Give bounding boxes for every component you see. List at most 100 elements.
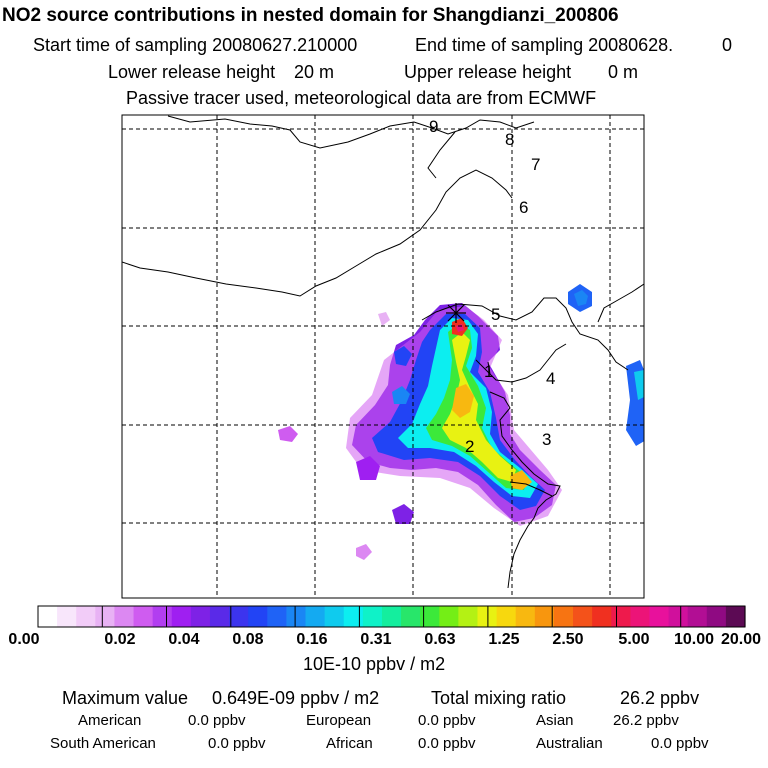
- colorbar-cell: [248, 606, 268, 627]
- colorbar-label: 0.16: [296, 631, 328, 648]
- colorbar-cell: [630, 606, 651, 627]
- region-value-african: 0.0 ppbv: [418, 735, 476, 752]
- map-frame: [121, 114, 645, 599]
- colorbar-label: 0.63: [424, 631, 456, 648]
- region-number-2: 2: [465, 437, 474, 456]
- lower-height-value: 20 m: [294, 62, 335, 82]
- colorbar-cell: [515, 606, 536, 627]
- region-name-american: American: [78, 712, 142, 729]
- total-mixing-value: 26.2 ppbv: [620, 688, 700, 708]
- region-number-9: 9: [429, 117, 438, 136]
- region-name-south-american: South American: [50, 735, 156, 752]
- colorbar-cell: [152, 606, 173, 627]
- colorbar-cell: [592, 606, 612, 627]
- start-time-label: Start time of sampling 20080627.210000: [33, 35, 358, 55]
- region-number-5: 5: [491, 305, 500, 324]
- region-value-american: 0.0 ppbv: [188, 712, 246, 729]
- colorbar-label: 0.00: [8, 631, 40, 648]
- max-value-label: Maximum value: [62, 688, 189, 708]
- region-value-australian: 0.0 ppbv: [651, 735, 709, 752]
- colorbar-cell: [229, 606, 249, 627]
- colorbar-cell: [458, 606, 479, 627]
- coast-korea: [597, 283, 644, 323]
- region-number-4: 4: [546, 369, 555, 388]
- colorbar: [38, 606, 746, 627]
- colorbar-cell: [171, 606, 192, 627]
- colorbar-label: 0.04: [168, 631, 200, 648]
- colorbar-label: 0.31: [360, 631, 392, 648]
- region-name-australian: Australian: [536, 735, 603, 752]
- colorbar-cell: [95, 606, 116, 627]
- region-value-asian: 26.2 ppbv: [613, 712, 679, 729]
- border-north: [167, 115, 535, 149]
- upper-height-value: 0 m: [608, 62, 639, 82]
- coast-bohai-south: [475, 343, 567, 383]
- colorbar-label: 2.50: [552, 631, 584, 648]
- colorbar-cell: [133, 606, 154, 627]
- patch-sw-2: [356, 456, 380, 480]
- colorbar-cell: [496, 606, 517, 627]
- tracer-note: Passive tracer used, meteorological data…: [126, 88, 597, 108]
- region-name-asian: Asian: [536, 712, 574, 729]
- colorbar-cell: [553, 606, 574, 627]
- patch-north-faint: [378, 312, 390, 326]
- colorbar-cell: [477, 606, 498, 627]
- colorbar-cell: [420, 606, 440, 627]
- colorbar-cell: [38, 606, 58, 627]
- map-grid: [122, 115, 644, 598]
- river-yellow: [509, 481, 553, 497]
- total-mixing-label: Total mixing ratio: [431, 688, 567, 708]
- patch-ne-inner: [574, 290, 588, 306]
- colorbar-label: 20.00: [720, 631, 762, 648]
- plume-orange-south: [510, 470, 532, 490]
- colorbar-label: 0.08: [232, 631, 264, 648]
- asterisk-icon: [446, 303, 466, 323]
- patch-mid-faint: [278, 426, 298, 442]
- colorbar-cell: [401, 606, 421, 627]
- region-number-7: 7: [531, 155, 540, 174]
- patch-west-2: [392, 386, 410, 404]
- lower-height-label: Lower release height: [108, 62, 276, 82]
- page-title: NO2 source contributions in nested domai…: [2, 5, 619, 26]
- region-value-south-american: 0.0 ppbv: [208, 735, 266, 752]
- coast-bohai-north: [122, 169, 513, 297]
- patch-west-1: [394, 346, 412, 366]
- colorbar-cell: [286, 606, 307, 627]
- upper-height-label: Upper release height: [404, 62, 572, 82]
- colorbar-cell: [114, 606, 135, 627]
- colorbar-cell: [573, 606, 593, 627]
- colorbar-cell: [324, 606, 345, 627]
- max-value: 0.649E-09 ppbv / m2: [212, 688, 380, 708]
- colorbar-frame: [37, 605, 746, 628]
- coast-small-island: [487, 361, 491, 375]
- colorbar-label: 10.00: [673, 631, 715, 648]
- coastlines: [122, 115, 644, 589]
- colorbar-cell: [209, 606, 230, 627]
- colorbar-cell: [57, 606, 77, 627]
- colorbar-cell: [725, 606, 746, 627]
- colorbar-cell: [668, 606, 689, 627]
- coast-shandong: [489, 391, 561, 589]
- colorbar-cell: [76, 606, 96, 627]
- end-time-label: End time of sampling 20080628.: [415, 35, 674, 55]
- patch-east-inner: [634, 370, 644, 400]
- region-value-european: 0.0 ppbv: [418, 712, 476, 729]
- colorbar-cell: [687, 606, 708, 627]
- end-time-suffix: 0: [722, 35, 733, 55]
- plume-yellow: [442, 332, 516, 482]
- region-numbers: 9 8 7 6 5 4 3 2 1: [429, 117, 555, 456]
- colorbar-cell: [190, 606, 211, 627]
- region-number-3: 3: [542, 430, 551, 449]
- region-name-european: European: [306, 712, 372, 729]
- colorbar-label: 0.02: [104, 631, 136, 648]
- colorbar-cell: [649, 606, 670, 627]
- region-number-6: 6: [519, 198, 528, 217]
- colorbar-cell: [381, 606, 402, 627]
- colorbar-cell: [439, 606, 459, 627]
- colorbar-cell: [343, 606, 364, 627]
- colorbar-cell: [362, 606, 383, 627]
- map-background: [122, 115, 644, 598]
- region-number-8: 8: [505, 130, 514, 149]
- colorbar-cell: [706, 606, 727, 627]
